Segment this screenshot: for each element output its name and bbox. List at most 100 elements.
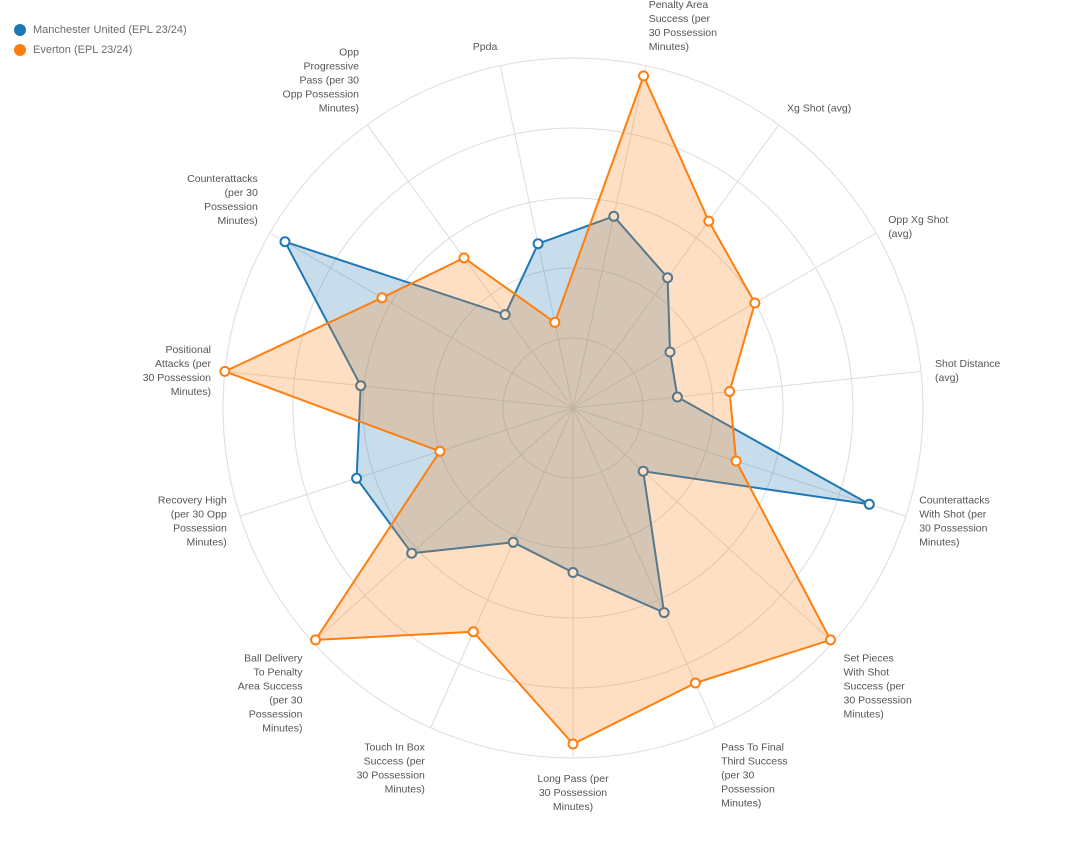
axis-label-2: Xg Shot (avg) — [787, 103, 851, 115]
axis-spoke-6 — [572, 407, 834, 643]
axis-spoke-9 — [430, 407, 574, 728]
axis-label-line: Opp — [339, 47, 359, 59]
legend-item-series-2[interactable]: Everton (EPL 23/24) — [8, 40, 187, 60]
data-point[interactable] — [724, 386, 736, 397]
axis-label-line: Attacks (per — [155, 358, 212, 370]
radar-series-layer — [219, 70, 875, 750]
axis-label-line: Minutes) — [171, 386, 211, 398]
data-point[interactable] — [863, 498, 875, 510]
axis-label-line: Minutes) — [844, 709, 884, 721]
data-point[interactable] — [703, 215, 715, 227]
axis-label-9: Touch In Box Success (per 30 Possession Min… — [357, 742, 426, 796]
axis-label-line: Penalty Area — [649, 0, 709, 11]
chart-legend: Manchester United (EPL 23/24) Everton (E… — [8, 20, 187, 60]
axis-label-3: Opp Xg Shot (avg) — [888, 214, 948, 240]
axis-label-line: Recovery High — [158, 495, 227, 507]
data-point[interactable] — [662, 272, 674, 284]
axis-label-line: Minutes) — [721, 798, 761, 810]
data-point[interactable] — [532, 238, 544, 250]
data-point[interactable] — [351, 472, 363, 484]
axis-label-line: Pass (per 30 — [299, 75, 359, 87]
axis-label-line: Progressive — [304, 61, 360, 73]
axis-label-line: Minutes) — [218, 215, 258, 227]
data-point[interactable] — [637, 465, 649, 477]
axis-label-line: Minutes) — [187, 537, 227, 549]
legend-marker-series-2 — [14, 44, 26, 56]
axis-label-line: Minutes) — [649, 41, 689, 53]
axis-label-line: 30 Possession — [539, 787, 607, 799]
data-point[interactable] — [355, 380, 367, 392]
data-point[interactable] — [749, 297, 761, 309]
axis-label-line: Success (per — [844, 681, 906, 693]
axis-label-line: 30 Possession — [844, 695, 912, 707]
axis-label-line: Counterattacks — [919, 495, 990, 507]
axis-label-line: (avg) — [888, 228, 912, 240]
series-2 — [219, 70, 836, 750]
data-point[interactable] — [664, 346, 676, 358]
data-point[interactable] — [279, 236, 291, 248]
data-point[interactable] — [730, 455, 742, 467]
axis-label-line: Set Pieces — [844, 653, 894, 665]
data-point[interactable] — [567, 567, 579, 578]
data-point[interactable] — [499, 309, 511, 321]
axis-spoke-12 — [224, 370, 574, 409]
axis-label-line: Minutes) — [385, 784, 425, 796]
axis-label-line: Minutes) — [319, 103, 359, 115]
axis-label-line: (per 30 Opp — [171, 509, 227, 521]
legend-label-series-1: Manchester United (EPL 23/24) — [33, 24, 187, 36]
axis-spoke-11 — [239, 407, 574, 517]
axis-label-7: Pass To Final Third Success (per 30 Possess… — [721, 742, 788, 810]
data-point[interactable] — [406, 547, 418, 559]
axis-label-8: Long Pass (per 30 Possession Minutes) — [537, 773, 609, 813]
axis-label-15: Ppda — [473, 41, 498, 53]
axis-label-line: Counterattacks — [187, 173, 258, 185]
axis-label-line: Touch In Box — [364, 742, 425, 754]
data-point[interactable] — [549, 316, 561, 328]
axis-label-line: Opp Xg Shot — [888, 214, 948, 226]
axis-label-line: Possession — [173, 523, 227, 535]
axis-label-6: Set Pieces With Shot Success (per 30 Posses… — [844, 653, 912, 721]
axis-label-line: Minutes) — [262, 723, 302, 735]
data-point[interactable] — [638, 70, 650, 82]
axis-label-line: Minutes) — [919, 537, 959, 549]
data-point[interactable] — [467, 626, 479, 638]
axis-label-line: Possession — [249, 709, 303, 721]
series-area-2 — [223, 74, 832, 745]
data-point[interactable] — [376, 292, 388, 304]
axis-label-line: Success (per — [649, 13, 711, 25]
axis-label-line: Ppda — [473, 41, 498, 53]
axis-spoke-2 — [572, 124, 780, 409]
axis-label-line: 30 Possession — [649, 27, 717, 39]
data-point[interactable] — [671, 391, 683, 403]
axis-label-line: 30 Possession — [919, 523, 987, 535]
axis-label-11: Recovery High (per 30 Opp Possession Minute… — [158, 495, 227, 549]
axis-spoke-3 — [572, 232, 877, 409]
data-point[interactable] — [507, 536, 519, 548]
radar-grid — [222, 57, 924, 759]
data-point[interactable] — [689, 677, 701, 689]
data-point[interactable] — [219, 365, 231, 377]
axis-label-line: Opp Possession — [283, 89, 360, 101]
series-area-1 — [284, 215, 871, 614]
axis-label-line: 30 Possession — [143, 372, 211, 384]
axis-label-line: Success (per — [364, 756, 426, 768]
axis-label-line: (per 30 — [269, 695, 302, 707]
axis-label-line: Third Success — [721, 756, 788, 768]
legend-item-series-1[interactable]: Manchester United (EPL 23/24) — [8, 20, 187, 40]
axis-spoke-1 — [572, 65, 647, 409]
data-point[interactable] — [567, 738, 579, 750]
data-point[interactable] — [825, 634, 836, 646]
data-point[interactable] — [434, 445, 446, 457]
axis-label-line: Possession — [721, 784, 775, 796]
data-point[interactable] — [310, 634, 321, 646]
series-1 — [279, 210, 875, 619]
data-point[interactable] — [608, 210, 620, 222]
data-point[interactable] — [658, 607, 670, 619]
axis-label-line: To Penalty — [253, 667, 303, 679]
axis-label-line: (per 30 — [225, 187, 258, 199]
data-point[interactable] — [458, 252, 470, 264]
axis-label-14: Opp Progressive Pass (per 30 Opp Possession… — [283, 47, 360, 115]
axis-label-line: Ball Delivery — [244, 653, 303, 665]
